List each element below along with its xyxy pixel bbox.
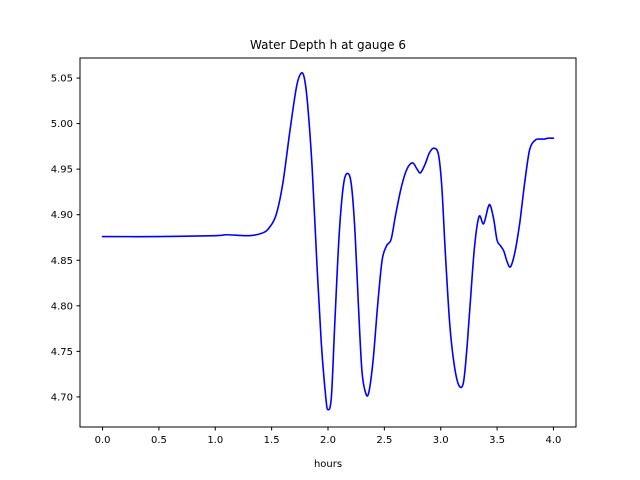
y-tick-label: 4.90 (51, 210, 73, 221)
y-tick-label: 4.95 (51, 165, 73, 176)
plot-frame (79, 57, 577, 428)
axis-layer: 0.0 0.5 1.0 1.5 2.0 2.5 3.0 3.5 4.0 4.70 4.75 4.80 4… (51, 74, 562, 446)
plot-data-layer (101, 72, 555, 411)
y-tick-label: 5.00 (51, 119, 73, 130)
x-tick-label: 0.5 (151, 435, 167, 446)
y-tick-label: 4.75 (51, 347, 73, 358)
x-tick-label: 4.0 (546, 435, 562, 446)
x-tick-label: 1.5 (264, 435, 280, 446)
y-tick-label: 4.80 (51, 301, 73, 312)
x-tick-label: 3.5 (489, 435, 505, 446)
chart-title: Water Depth h at gauge 6 (250, 38, 406, 52)
x-tick-label: 3.0 (433, 435, 449, 446)
y-tick-label: 5.05 (51, 74, 73, 85)
x-tick-label: 0.0 (95, 435, 111, 446)
series-line-0 (101, 72, 555, 411)
x-tick-label: 2.0 (320, 435, 336, 446)
x-axis-label: hours (314, 459, 342, 470)
y-tick-label: 4.85 (51, 256, 73, 267)
x-tick-label: 2.5 (376, 435, 392, 446)
x-tick-label: 1.0 (207, 435, 223, 446)
y-tick-label: 4.70 (51, 392, 73, 403)
